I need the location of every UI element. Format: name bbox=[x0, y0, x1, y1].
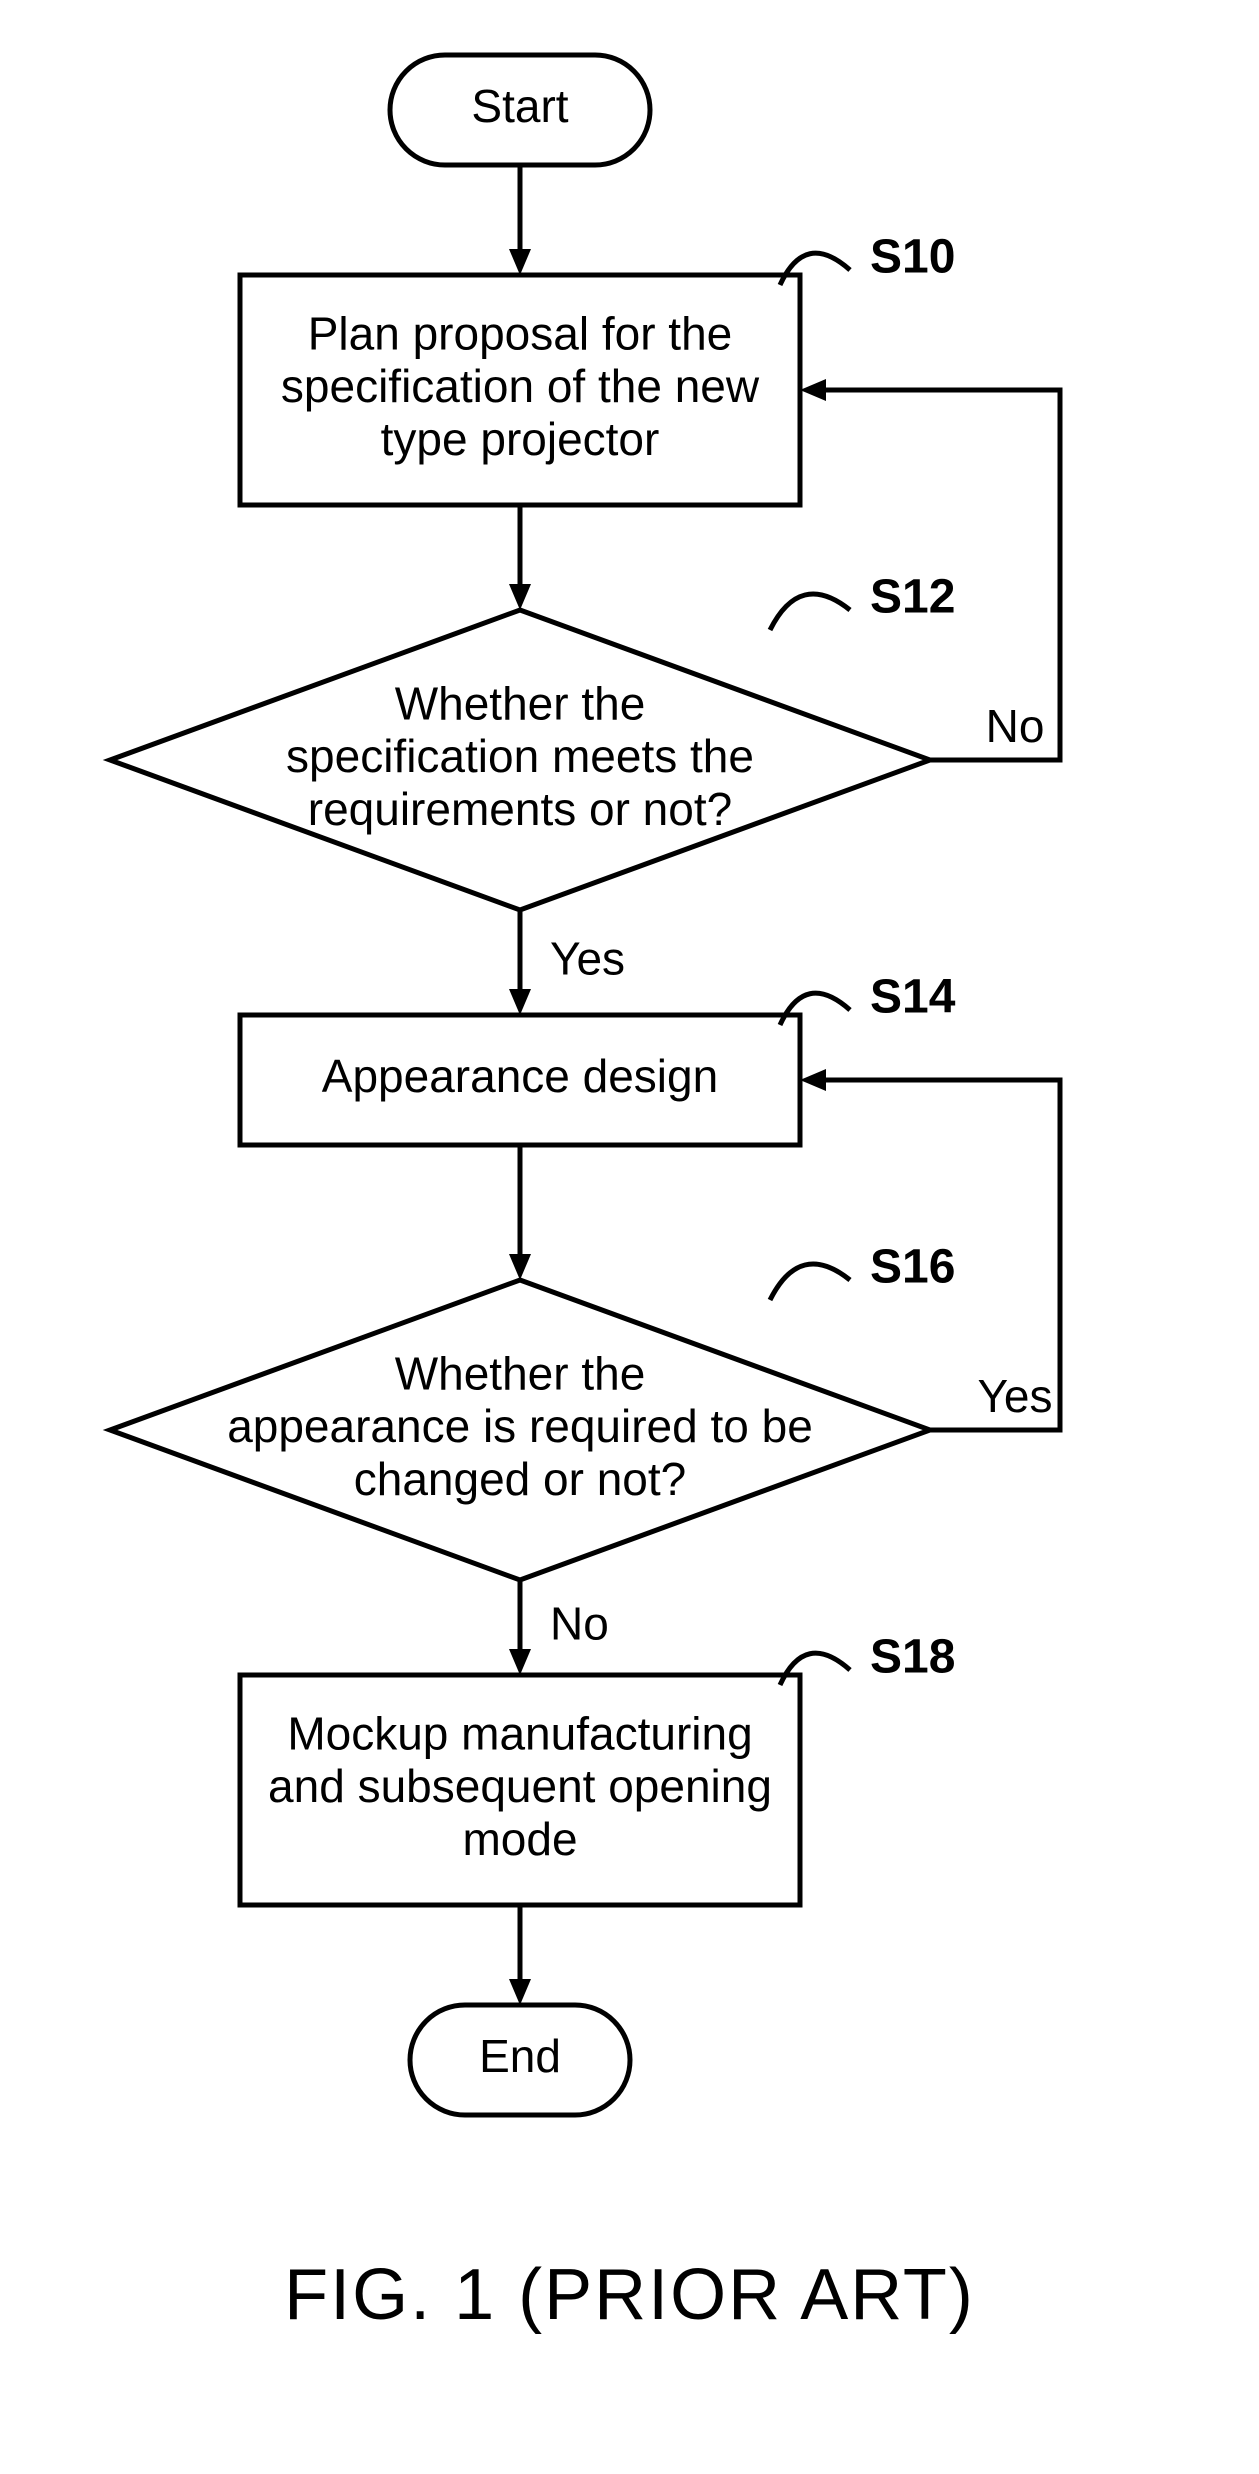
node-text: specification meets the bbox=[286, 730, 754, 782]
node-text: Whether the bbox=[395, 677, 646, 729]
branch-label: Yes bbox=[977, 1370, 1052, 1422]
node-text: Mockup manufacturing bbox=[287, 1707, 752, 1759]
figure-caption: FIG. 1 (PRIOR ART) bbox=[284, 2255, 975, 2335]
step-label: S12 bbox=[870, 571, 955, 624]
step-label: S18 bbox=[870, 1631, 955, 1684]
node-text: mode bbox=[462, 1813, 577, 1865]
branch-label: No bbox=[986, 700, 1045, 752]
node-text: Plan proposal for the bbox=[308, 307, 733, 359]
node-text: Whether the bbox=[395, 1347, 646, 1399]
node-text: specification of the new bbox=[281, 360, 760, 412]
node-text: and subsequent opening bbox=[268, 1760, 772, 1812]
step-label: S10 bbox=[870, 231, 955, 284]
label-leader bbox=[770, 594, 850, 630]
arrowhead bbox=[509, 249, 531, 275]
step-label: S14 bbox=[870, 971, 956, 1024]
branch-label: Yes bbox=[550, 933, 625, 985]
node-text: changed or not? bbox=[354, 1453, 687, 1505]
node-text: Appearance design bbox=[322, 1050, 718, 1102]
arrowhead bbox=[509, 1979, 531, 2005]
node-text: appearance is required to be bbox=[227, 1400, 813, 1452]
node-text: Start bbox=[471, 80, 568, 132]
node-text: requirements or not? bbox=[308, 783, 732, 835]
arrowhead bbox=[509, 989, 531, 1015]
branch-label: No bbox=[550, 1598, 609, 1650]
step-label: S16 bbox=[870, 1241, 955, 1294]
label-leader bbox=[770, 1264, 850, 1300]
node-text: type projector bbox=[381, 413, 660, 465]
arrowhead bbox=[509, 1649, 531, 1675]
arrowhead bbox=[509, 584, 531, 610]
arrowhead bbox=[509, 1254, 531, 1280]
arrowhead bbox=[800, 1069, 826, 1091]
arrowhead bbox=[800, 379, 826, 401]
node-text: End bbox=[479, 2030, 561, 2082]
